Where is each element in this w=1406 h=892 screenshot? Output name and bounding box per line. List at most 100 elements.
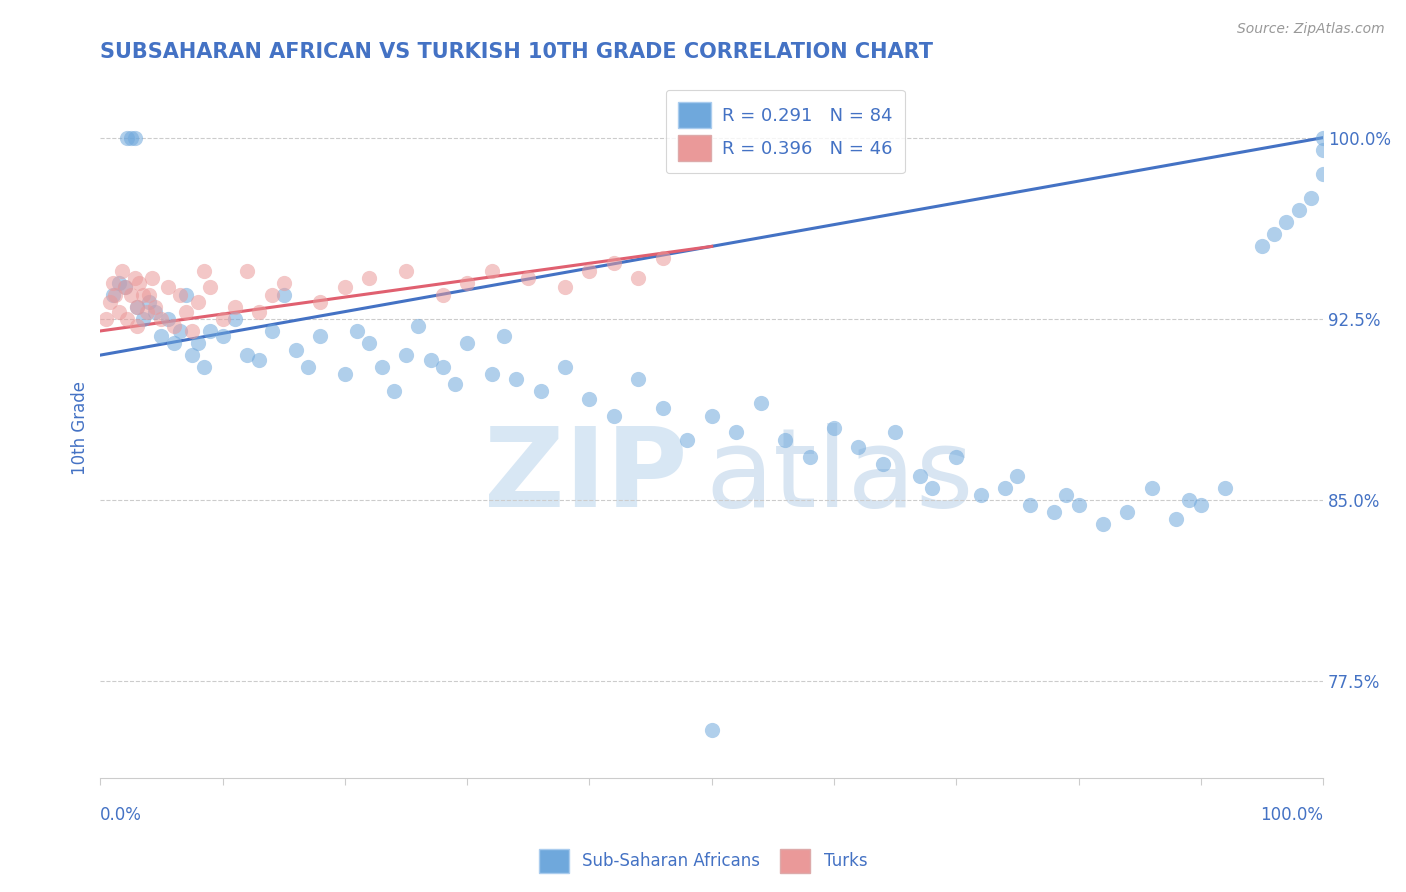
Point [101,276,124,290]
Point [395,348,418,362]
Point [676,433,699,447]
Text: ZIP: ZIP [484,423,688,530]
Point [359,336,381,351]
Point [1299,191,1322,205]
Point [651,252,673,266]
Point [1263,227,1285,242]
Point [117,311,139,326]
Point [107,276,129,290]
Point [395,263,418,277]
Point [138,295,160,310]
Point [224,300,246,314]
Point [1312,143,1334,157]
Point [1007,469,1029,483]
Point [163,336,186,351]
Point [120,287,142,301]
Point [128,276,150,290]
Point [145,304,167,318]
Point [169,287,191,301]
Point [1275,215,1298,229]
Point [700,409,723,423]
Point [174,287,197,301]
Point [187,295,209,310]
Point [309,328,332,343]
Point [1312,167,1334,181]
Point [260,324,283,338]
Point [125,300,148,314]
Point [554,280,576,294]
Point [578,392,600,406]
Point [700,723,723,737]
Point [174,304,197,318]
Text: 0.0%: 0.0% [100,806,142,824]
Point [578,263,600,277]
Point [554,360,576,375]
Point [247,304,270,318]
Point [309,295,332,310]
Point [247,353,270,368]
Point [200,280,222,294]
Point [193,263,215,277]
Point [627,270,650,285]
Point [444,377,467,392]
Point [848,440,870,454]
Point [114,280,136,294]
Point [150,328,173,343]
Text: atlas: atlas [706,423,974,530]
Point [117,130,139,145]
Point [297,360,319,375]
Point [211,311,233,326]
Point [150,311,173,326]
Point [419,353,441,368]
Point [370,360,392,375]
Point [285,343,308,358]
Point [481,368,503,382]
Point [1054,488,1077,502]
Point [124,270,146,285]
Point [104,287,127,301]
Point [1140,481,1163,495]
Point [200,324,222,338]
Text: SUBSAHARAN AFRICAN VS TURKISH 10TH GRADE CORRELATION CHART: SUBSAHARAN AFRICAN VS TURKISH 10TH GRADE… [100,42,934,62]
Point [187,336,209,351]
Point [359,270,381,285]
Point [603,256,626,270]
Point [749,396,772,410]
Point [456,336,478,351]
Point [96,311,118,326]
Y-axis label: 10th Grade: 10th Grade [72,381,89,475]
Legend: Sub-Saharan Africans, Turks: Sub-Saharan Africans, Turks [533,842,873,880]
Point [120,130,142,145]
Point [193,360,215,375]
Point [132,311,155,326]
Point [114,280,136,294]
Point [125,300,148,314]
Point [107,304,129,318]
Point [138,287,160,301]
Point [725,425,748,440]
Text: 100.0%: 100.0% [1260,806,1323,824]
Point [1288,203,1310,218]
Point [124,130,146,145]
Point [517,270,540,285]
Point [111,263,134,277]
Point [970,488,993,502]
Point [432,287,454,301]
Point [181,324,204,338]
Point [382,384,405,399]
Point [1018,498,1040,512]
Point [141,270,163,285]
Point [908,469,931,483]
Point [492,328,515,343]
Point [1067,498,1090,512]
Point [169,324,191,338]
Point [101,287,124,301]
Point [603,409,626,423]
Point [627,372,650,386]
Point [921,481,943,495]
Point [799,450,821,464]
Point [406,319,429,334]
Point [773,433,796,447]
Point [481,263,503,277]
Point [1092,517,1115,532]
